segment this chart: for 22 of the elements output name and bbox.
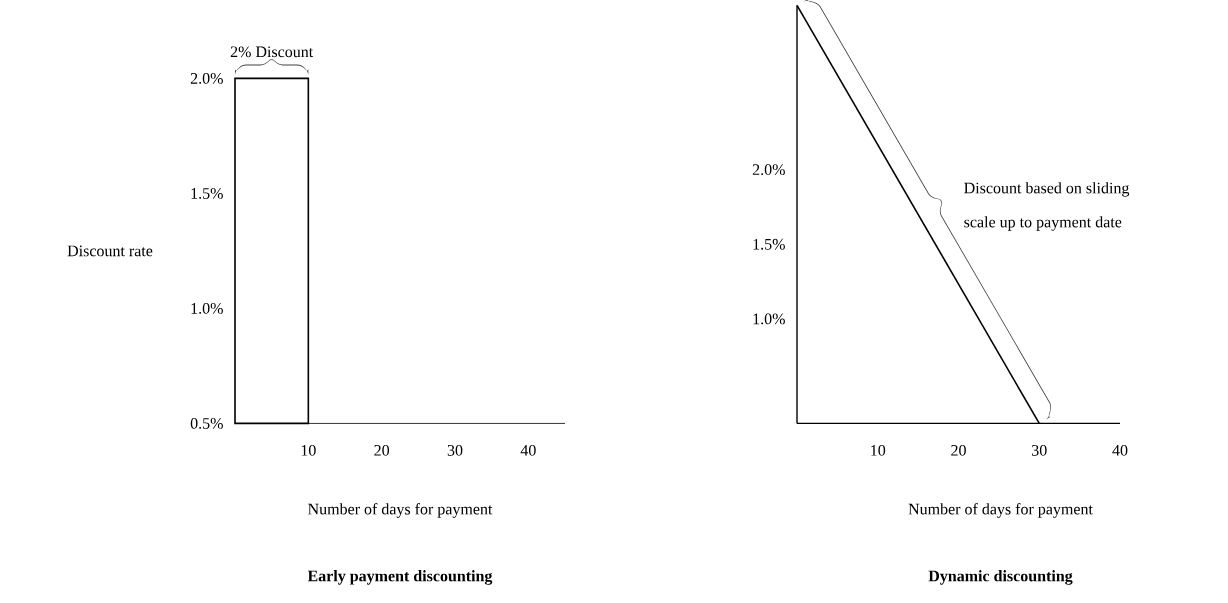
y-tick-label: 1.0% xyxy=(191,302,223,314)
text: Dynamic discounting xyxy=(928,569,1073,585)
y-tick-label: 0.5% xyxy=(190,417,223,429)
x-tick-label: 40 xyxy=(1112,444,1128,456)
x-tick-label: 30 xyxy=(1032,444,1047,456)
x-tick-label: 20 xyxy=(374,444,390,456)
y-axis-title: Discount rate xyxy=(67,245,153,257)
x-axis-title: Number of days for payment xyxy=(308,502,493,518)
x-axis-title: Number of days for payment xyxy=(908,502,1093,518)
x-tick-label: 30 xyxy=(447,444,463,456)
y-tick-label: 1.0% xyxy=(753,313,785,325)
text: Discount based on sliding scale up to payment date xyxy=(964,181,1130,231)
y-tick-label: 1.5% xyxy=(753,238,785,250)
y-tick-label: 2.0% xyxy=(752,164,785,175)
x-tick-label: 20 xyxy=(951,444,966,456)
y-tick-label: 2.0% xyxy=(190,72,223,84)
x-tick-label: 40 xyxy=(520,444,536,456)
annotation: 2% Discount xyxy=(230,46,314,58)
x-tick-label: 10 xyxy=(301,444,316,456)
y-tick-label: 1.5% xyxy=(191,187,223,199)
text: Early payment discounting xyxy=(307,569,493,585)
x-tick-label: 10 xyxy=(871,444,886,456)
